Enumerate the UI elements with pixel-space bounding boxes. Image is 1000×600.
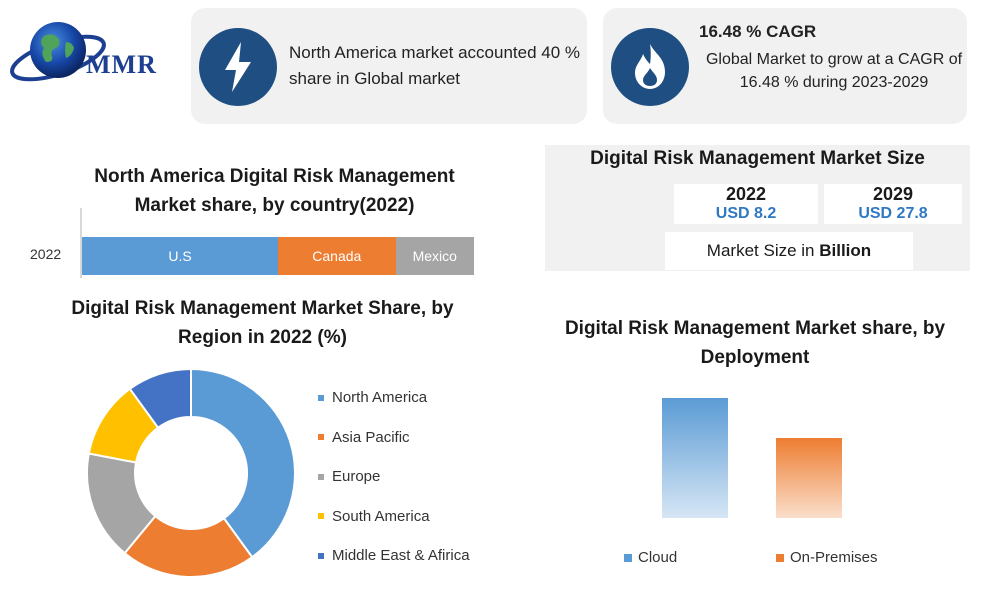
bar-on-premises xyxy=(776,438,842,518)
globe-icon xyxy=(10,22,106,82)
axis-line xyxy=(80,208,82,278)
donut-slice-north-america xyxy=(190,367,296,559)
deployment-share-title: Digital Risk Management Market share, by… xyxy=(564,318,946,368)
cagr-card: 16.48 % CAGR Global Market to grow at a … xyxy=(603,8,967,124)
year-label: 2022 xyxy=(725,184,767,204)
unit-bold: Billion xyxy=(819,241,872,260)
legend-swatch xyxy=(318,473,324,480)
legend-label: North America xyxy=(332,389,428,406)
legend-item-north-america: North America xyxy=(318,389,427,406)
company-logo xyxy=(8,12,188,92)
market-value: USD 8.2 xyxy=(715,205,777,222)
market-value: USD 27.8 xyxy=(858,205,928,222)
category-label: 2022 xyxy=(30,246,62,262)
legend-label: Cloud xyxy=(638,549,678,566)
legend-swatch xyxy=(318,513,324,519)
legend-item-south-america: South America xyxy=(318,508,430,525)
segment-label: U.S xyxy=(168,248,192,264)
lightning-bolt-icon xyxy=(199,28,277,106)
legend-item-asia-pacific: Asia Pacific xyxy=(318,429,410,446)
legend-swatch xyxy=(318,552,324,559)
market-size-2022: 2022 USD 8.2 xyxy=(674,184,818,224)
legend-label: South America xyxy=(332,507,430,525)
donut-slice-asia-pacific xyxy=(123,514,254,578)
legend-swatch xyxy=(318,434,324,440)
legend-item-cloud: Cloud xyxy=(624,549,677,566)
legend-item-on-premises: On-Premises xyxy=(776,549,878,566)
legend-label: Europe xyxy=(332,468,381,485)
cagr-text: Global Market to grow at a CAGR of 16.48… xyxy=(705,51,963,91)
north-america-share-card: North America market accounted 40 % shar… xyxy=(191,8,587,124)
legend-swatch xyxy=(624,553,632,562)
legend-item-europe: Europe xyxy=(318,468,380,485)
legend-label: Asia Pacific xyxy=(332,428,410,446)
segment-label: Canada xyxy=(312,248,362,264)
north-america-share-text: North America market accounted 40 % shar… xyxy=(289,43,581,88)
market-size-title: Digital Risk Management Market Size xyxy=(590,148,925,169)
country-stacked-bar: U.S Canada Mexico xyxy=(82,237,474,275)
region-share-title: Digital Risk Management Market Share, by… xyxy=(71,298,454,348)
logo-text: MMR xyxy=(86,50,157,79)
year-label: 2029 xyxy=(872,184,914,204)
country-share-title: North America Digital Risk Management Ma… xyxy=(94,166,455,216)
cagr-title: 16.48 % CAGR xyxy=(699,22,817,41)
legend-label: Middle East & Afirica xyxy=(332,547,470,564)
legend-swatch xyxy=(776,553,784,562)
market-size-unit: Market Size in Billion xyxy=(665,232,913,270)
region-donut-chart xyxy=(86,367,296,578)
bar-segment-u-s: U.S xyxy=(82,237,278,275)
deployment-bar-chart xyxy=(662,398,842,518)
legend-swatch xyxy=(318,394,324,401)
unit-prefix: Market Size in xyxy=(706,241,820,260)
bar-segment-canada: Canada xyxy=(278,237,396,275)
bar-cloud xyxy=(662,398,728,518)
market-size-2029: 2029 USD 27.8 xyxy=(824,184,962,224)
flame-icon xyxy=(611,28,689,106)
segment-label: Mexico xyxy=(412,248,457,264)
bar-segment-mexico: Mexico xyxy=(395,237,474,275)
legend-item-middle-east-afirica: Middle East & Afirica xyxy=(318,547,470,564)
donut-slice-middle-east-afirica xyxy=(128,367,192,430)
legend-label: On-Premises xyxy=(790,549,878,566)
